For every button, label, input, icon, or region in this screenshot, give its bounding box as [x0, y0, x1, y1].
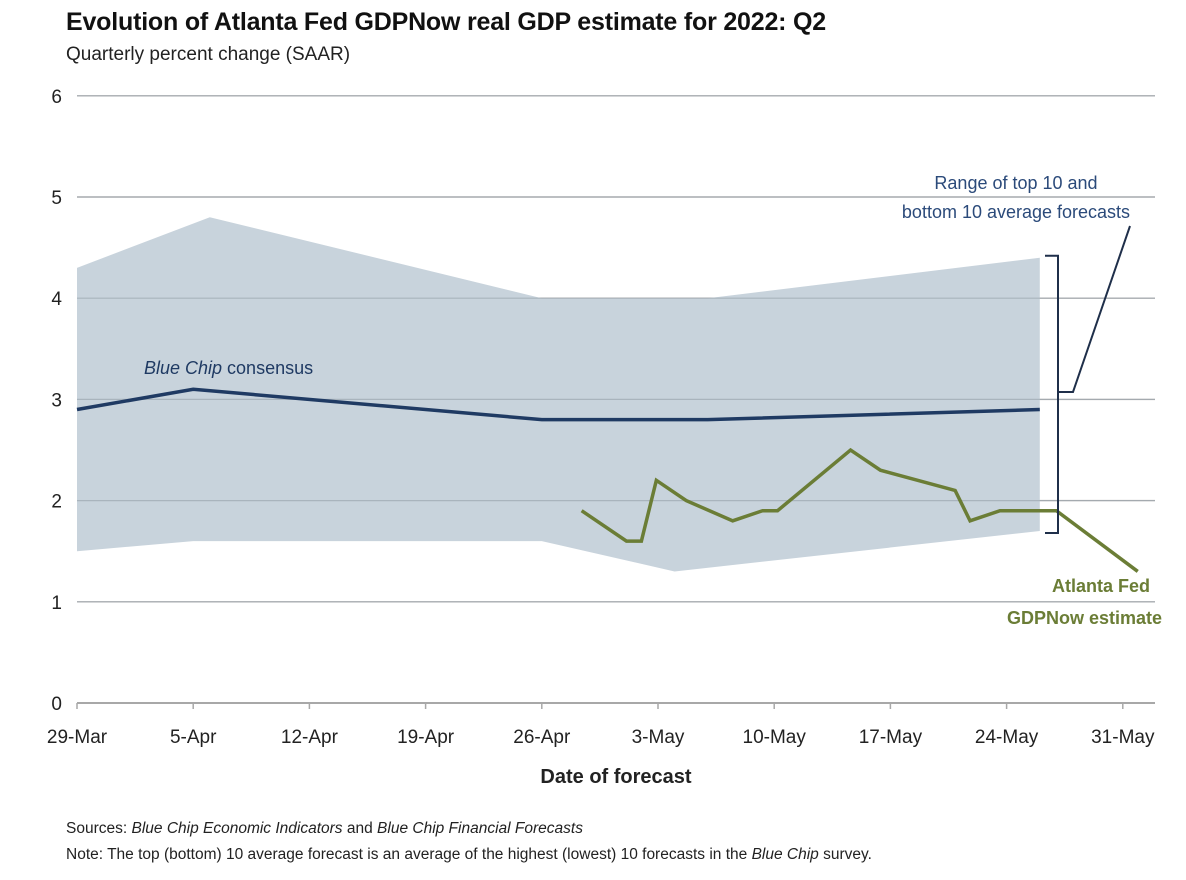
gdpnow-label-line1: Atlanta Fed — [1052, 576, 1150, 596]
x-tick-label: 29-Mar — [47, 727, 108, 748]
gdpnow-estimate-line — [580, 447, 1139, 573]
x-tick-label: 24-May — [975, 727, 1039, 748]
sources-and: and — [342, 820, 378, 837]
x-tick-label: 31-May — [1091, 727, 1155, 748]
x-tick-label: 17-May — [859, 727, 923, 748]
y-tick-label: 0 — [51, 694, 62, 715]
x-tick-label: 19-Apr — [397, 727, 455, 748]
range-band-area — [77, 217, 1040, 572]
range-leader-line — [1058, 225, 1131, 393]
range-bracket-line — [1045, 254, 1059, 534]
x-axis-title: Date of forecast — [540, 766, 691, 788]
range-label-line1: Range of top 10 and — [934, 173, 1097, 193]
series-lines — [76, 387, 1139, 573]
y-tick-label: 6 — [51, 87, 62, 108]
y-tick-label: 4 — [51, 289, 62, 310]
x-tick-label: 26-Apr — [513, 727, 571, 748]
x-tick-label: 3-May — [632, 727, 685, 748]
axis-labels: 0 1 2 3 4 5 6 29-Mar 5-Apr 12-Apr 19-Apr 26-Apr 3-Ma… — [47, 87, 1155, 748]
x-tick-label: 12-Apr — [281, 727, 339, 748]
y-tick-label: 1 — [51, 593, 62, 614]
sources-item-2: Blue Chip Financial Forecasts — [377, 820, 583, 837]
note-italic: Blue Chip — [751, 846, 819, 863]
note-text-2: survey. — [818, 846, 872, 863]
note-label: Note: — [66, 846, 104, 863]
blue-chip-label-italic: Blue Chip — [144, 358, 222, 378]
blue-chip-consensus-line — [76, 387, 1040, 422]
sources-note: Sources: Blue Chip Economic Indicators a… — [66, 820, 583, 838]
x-tick-label: 10-May — [743, 727, 807, 748]
sources-label: Sources: — [66, 820, 128, 837]
range-label-line2: bottom 10 average forecasts — [902, 202, 1130, 222]
gdpnow-label-line2: GDPNow estimate — [1007, 608, 1162, 628]
x-tick-label: 5-Apr — [170, 727, 217, 748]
gridlines-overlay — [77, 95, 1155, 603]
range-band — [77, 217, 1040, 572]
footnote: Note: The top (bottom) 10 average foreca… — [66, 846, 872, 864]
y-tick-label: 2 — [51, 492, 62, 513]
range-bracket — [1045, 225, 1131, 534]
chart-subtitle: Quarterly percent change (SAAR) — [66, 44, 351, 65]
note-text-1: The top (bottom) 10 average forecast is … — [103, 846, 752, 863]
blue-chip-label: Blue Chip consensus — [144, 358, 313, 378]
chart-title: Evolution of Atlanta Fed GDPNow real GDP… — [66, 8, 826, 36]
x-axis — [76, 702, 1155, 709]
y-tick-label: 3 — [51, 390, 62, 411]
sources-item-1: Blue Chip Economic Indicators — [131, 820, 343, 837]
y-tick-label: 5 — [51, 188, 62, 209]
blue-chip-label-rest: consensus — [222, 358, 313, 378]
